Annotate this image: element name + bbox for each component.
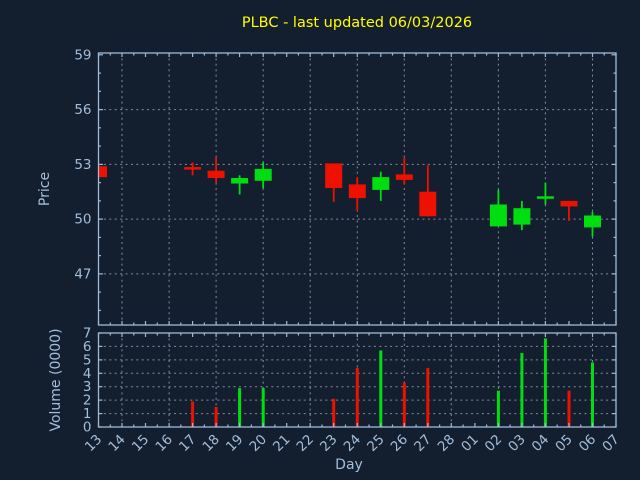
candlestick-day-27	[419, 165, 437, 217]
volume-axis-label: Volume (0000)	[48, 328, 64, 432]
candlestick-day-20	[254, 162, 272, 189]
xtick-day-17: 17	[176, 432, 199, 455]
volume-bar-day-04	[543, 338, 547, 427]
candlestick-day-23	[325, 163, 343, 202]
xtick-day-24: 24	[341, 432, 364, 455]
volume-ytick-3: 3	[83, 379, 92, 395]
xtick-day-04: 04	[529, 432, 552, 455]
xtick-day-27: 27	[411, 432, 434, 455]
candlestick-day-25	[372, 171, 390, 201]
x-axis-label: Day	[335, 457, 363, 473]
xtick-day-15: 15	[129, 432, 152, 455]
volume-bar-day-06	[591, 362, 594, 427]
xtick-day-16: 16	[152, 432, 175, 455]
price-axis-label: Price	[37, 171, 53, 207]
candlestick-day-02	[489, 189, 507, 227]
xtick-day-23: 23	[317, 432, 340, 455]
candlestick-day-17	[184, 162, 202, 176]
xtick-day-06: 06	[576, 432, 599, 455]
volume-ytick-1: 1	[83, 406, 92, 422]
volume-bar-day-26	[402, 382, 406, 427]
volume-bar-day-02	[496, 390, 500, 427]
candlestick-day-24	[348, 177, 366, 211]
volume-bar-day-27	[426, 367, 430, 427]
xtick-day-01: 01	[458, 432, 481, 455]
volume-bar-day-25	[379, 350, 383, 427]
xtick-day-25: 25	[364, 432, 387, 455]
xtick-day-05: 05	[552, 432, 575, 455]
xtick-day-26: 26	[388, 432, 411, 455]
candlestick-day-18	[207, 157, 225, 183]
chart-title: PLBC - last updated 06/03/2026	[241, 15, 473, 31]
xtick-day-21: 21	[270, 432, 293, 455]
volume-ytick-7: 7	[83, 326, 92, 342]
candlestick-day-26	[395, 158, 413, 185]
xtick-day-14: 14	[105, 432, 128, 455]
volume-ytick-6: 6	[83, 339, 92, 355]
volume-ytick-2: 2	[83, 393, 92, 409]
xtick-day-18: 18	[199, 432, 222, 455]
volume-bar-day-19	[238, 388, 242, 427]
volume-ytick-4: 4	[83, 366, 92, 382]
candlestick-day-05	[560, 200, 578, 221]
candlestick-day-04	[536, 182, 554, 205]
xtick-day-28: 28	[435, 432, 458, 455]
xtick-day-07: 07	[599, 432, 622, 455]
candlestick-day-03	[513, 200, 531, 231]
volume-ytick-5: 5	[83, 352, 92, 368]
volume-bar-day-18	[214, 406, 218, 427]
price-ytick-56: 56	[74, 102, 91, 118]
volume-bar-day-17	[191, 401, 195, 427]
volume-bar-day-24	[355, 367, 359, 427]
candlestick-day-06	[584, 211, 601, 237]
price-ytick-50: 50	[74, 212, 91, 228]
volume-bar-day-03	[520, 353, 524, 427]
xtick-day-20: 20	[247, 432, 270, 455]
price-ytick-53: 53	[74, 157, 91, 173]
volume-bar-day-23	[332, 398, 336, 427]
volume-ytick-0: 0	[83, 420, 92, 436]
price-ytick-47: 47	[74, 266, 91, 282]
price-ytick-59: 59	[74, 47, 91, 63]
xtick-day-19: 19	[223, 432, 246, 455]
volume-bar-day-05	[567, 390, 571, 427]
candlestick-day-19	[231, 175, 249, 195]
xtick-day-02: 02	[482, 432, 505, 455]
volume-bar-day-20	[261, 388, 265, 427]
xtick-day-03: 03	[505, 432, 528, 455]
xtick-day-22: 22	[294, 432, 317, 455]
